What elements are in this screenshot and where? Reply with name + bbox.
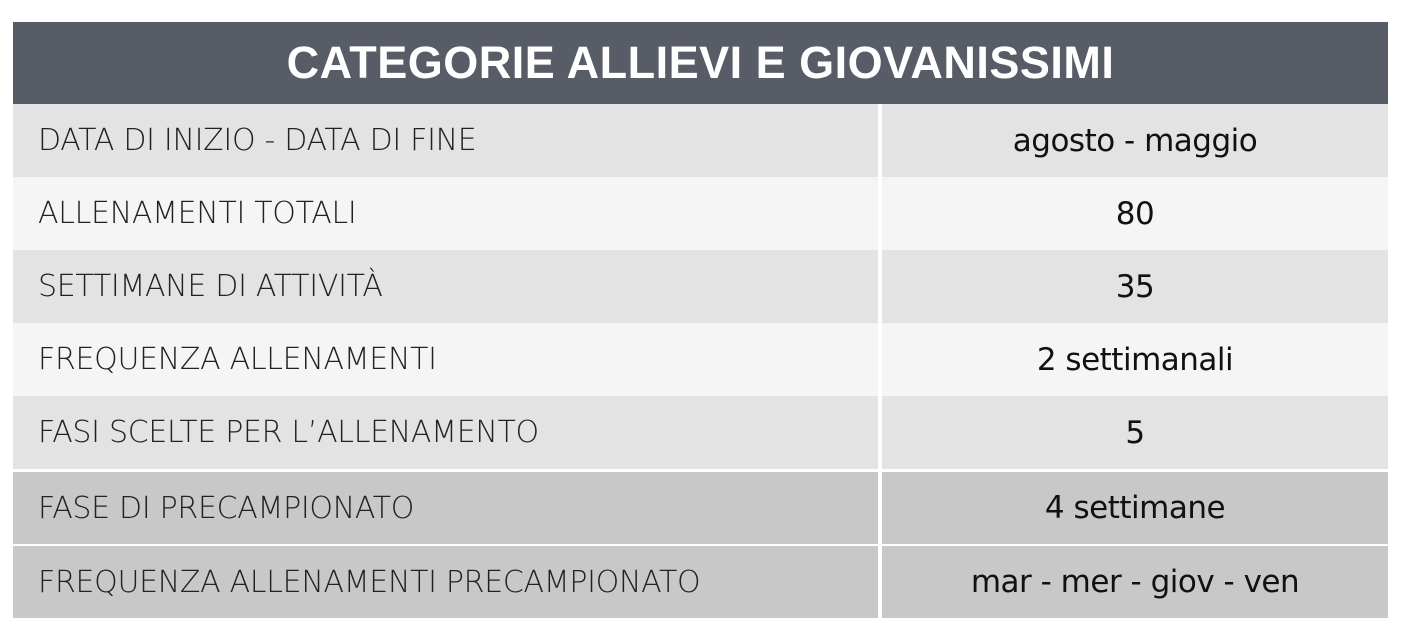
row-value: 5	[882, 396, 1388, 469]
row-label: FASI SCELTE PER L’ALLENAMENTO	[13, 396, 878, 469]
table-row: FASE DI PRECAMPIONATO 4 settimane	[13, 472, 1388, 544]
row-value: 80	[882, 177, 1388, 250]
row-value: 4 settimane	[882, 472, 1388, 544]
row-label: ALLENAMENTI TOTALI	[13, 177, 878, 250]
table-title: CATEGORIE ALLIEVI E GIOVANISSIMI	[13, 22, 1388, 104]
row-value: 2 settimanali	[882, 323, 1388, 396]
table-row: FREQUENZA ALLENAMENTI PRECAMPIONATO mar …	[13, 546, 1388, 618]
row-value: agosto - maggio	[882, 104, 1388, 177]
row-label: FREQUENZA ALLENAMENTI	[13, 323, 878, 396]
row-value: mar - mer - giov - ven	[882, 546, 1388, 618]
row-label: DATA DI INIZIO - DATA DI FINE	[13, 104, 878, 177]
table-row: ALLENAMENTI TOTALI 80	[13, 177, 1388, 250]
row-label: FREQUENZA ALLENAMENTI PRECAMPIONATO	[13, 546, 878, 618]
table-row: DATA DI INIZIO - DATA DI FINE agosto - m…	[13, 104, 1388, 177]
row-label: SETTIMANE DI ATTIVITÀ	[13, 250, 878, 323]
row-value: 35	[882, 250, 1388, 323]
row-label: FASE DI PRECAMPIONATO	[13, 472, 878, 544]
info-table: CATEGORIE ALLIEVI E GIOVANISSIMI DATA DI…	[13, 22, 1388, 618]
table-row: FREQUENZA ALLENAMENTI 2 settimanali	[13, 323, 1388, 396]
table-row: SETTIMANE DI ATTIVITÀ 35	[13, 250, 1388, 323]
table-row: FASI SCELTE PER L’ALLENAMENTO 5	[13, 396, 1388, 469]
